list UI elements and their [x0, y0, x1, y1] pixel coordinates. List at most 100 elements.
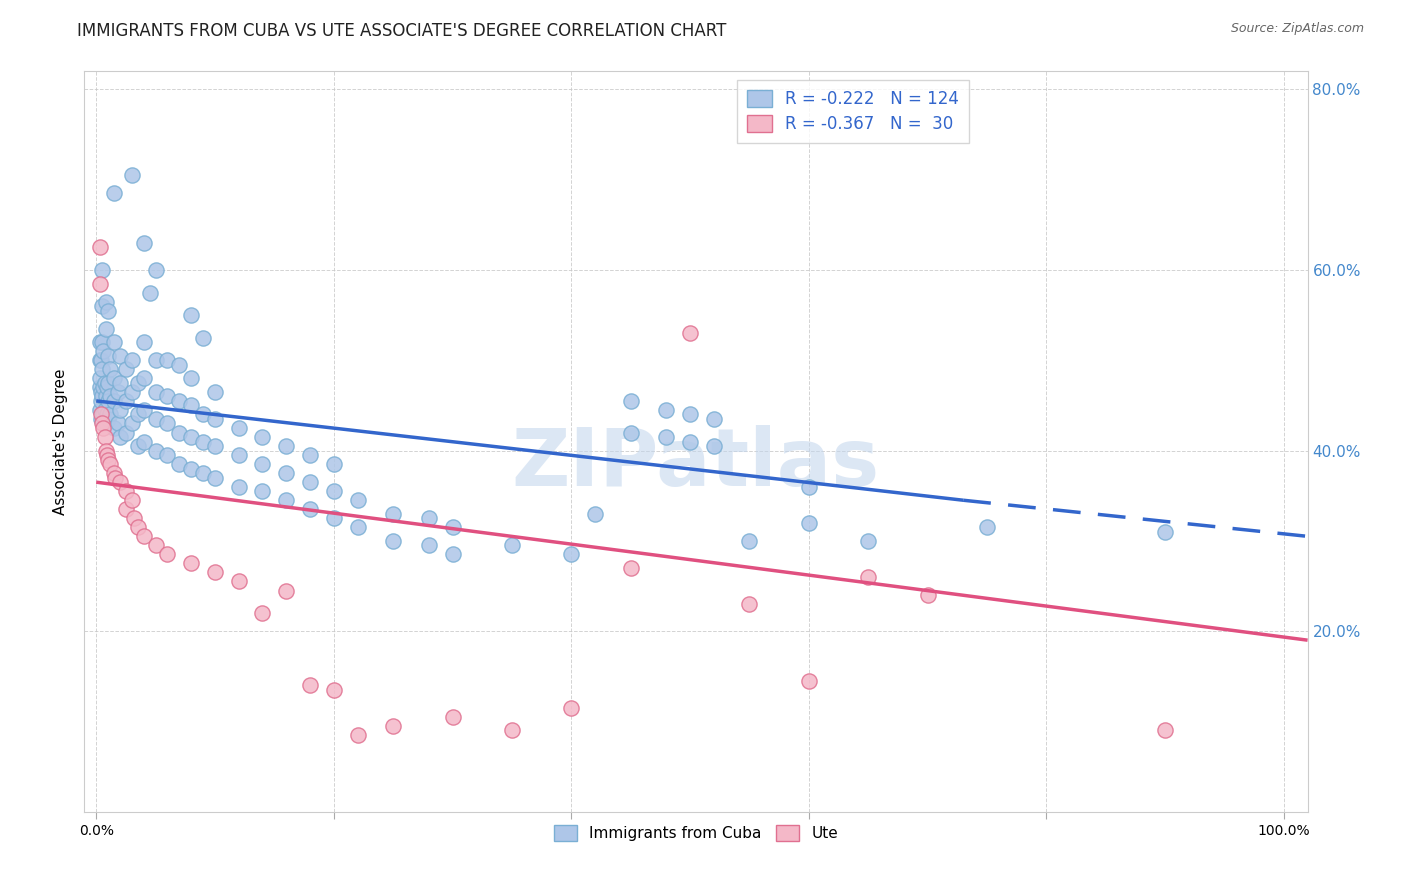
Point [276, 493, 298, 508]
Point [93, 403, 115, 417]
Point [169, 425, 191, 440]
Point [703, 412, 725, 426]
Point [94, 389, 117, 403]
Point [132, 235, 155, 250]
Point [97, 303, 120, 318]
Point [228, 574, 250, 589]
Point [115, 484, 138, 499]
Point [91, 408, 114, 422]
Point [346, 493, 368, 508]
Point [89, 353, 111, 368]
Point [121, 353, 143, 368]
Legend: Immigrants from Cuba, Ute: Immigrants from Cuba, Ute [546, 817, 846, 848]
Point [382, 719, 405, 733]
Point [121, 384, 143, 399]
Point [103, 371, 125, 385]
Point [204, 470, 226, 484]
Point [108, 430, 131, 444]
Point [322, 457, 344, 471]
Point [169, 457, 191, 471]
Point [90, 393, 112, 408]
Point [107, 384, 129, 399]
Point [127, 520, 149, 534]
Point [132, 335, 155, 350]
Point [132, 371, 155, 385]
Point [322, 682, 344, 697]
Point [191, 331, 214, 345]
Point [228, 448, 250, 462]
Point [89, 240, 111, 254]
Point [90, 353, 112, 368]
Point [93, 344, 115, 359]
Point [103, 466, 125, 480]
Point [204, 439, 226, 453]
Point [418, 538, 440, 552]
Point [1154, 524, 1177, 539]
Point [204, 412, 226, 426]
Point [121, 493, 143, 508]
Point [96, 408, 118, 422]
Point [252, 457, 274, 471]
Point [1154, 723, 1177, 738]
Point [103, 393, 125, 408]
Point [93, 380, 115, 394]
Point [100, 408, 122, 422]
Point [169, 393, 191, 408]
Point [145, 263, 167, 277]
Point [127, 408, 149, 422]
Point [298, 475, 321, 490]
Point [191, 434, 214, 449]
Point [856, 533, 879, 548]
Text: ZIPatlas: ZIPatlas [512, 425, 880, 503]
Point [132, 529, 155, 543]
Point [382, 533, 405, 548]
Point [91, 299, 114, 313]
Point [252, 430, 274, 444]
Point [180, 371, 202, 385]
Point [738, 533, 761, 548]
Text: Source: ZipAtlas.com: Source: ZipAtlas.com [1230, 22, 1364, 36]
Point [620, 425, 643, 440]
Point [228, 480, 250, 494]
Point [346, 520, 368, 534]
Point [145, 443, 167, 458]
Point [441, 520, 464, 534]
Point [107, 417, 129, 431]
Point [115, 425, 138, 440]
Point [91, 263, 114, 277]
Point [108, 475, 131, 490]
Point [976, 520, 998, 534]
Point [560, 701, 582, 715]
Point [797, 480, 820, 494]
Point [204, 384, 226, 399]
Point [298, 502, 321, 516]
Point [180, 557, 202, 571]
Point [276, 583, 298, 598]
Point [191, 466, 214, 480]
Point [655, 430, 678, 444]
Point [145, 538, 167, 552]
Point [418, 511, 440, 525]
Point [97, 452, 120, 467]
Point [679, 326, 702, 341]
Point [252, 606, 274, 620]
Point [104, 470, 127, 484]
Point [156, 448, 179, 462]
Point [655, 403, 678, 417]
Point [298, 448, 321, 462]
Point [145, 353, 167, 368]
Point [115, 393, 138, 408]
Point [90, 412, 112, 426]
Point [94, 321, 117, 335]
Point [180, 430, 202, 444]
Point [298, 678, 321, 692]
Point [115, 362, 138, 376]
Point [204, 566, 226, 580]
Point [91, 417, 114, 431]
Point [583, 507, 606, 521]
Point [501, 538, 523, 552]
Point [169, 358, 191, 372]
Point [180, 308, 202, 322]
Point [121, 168, 143, 182]
Point [145, 384, 167, 399]
